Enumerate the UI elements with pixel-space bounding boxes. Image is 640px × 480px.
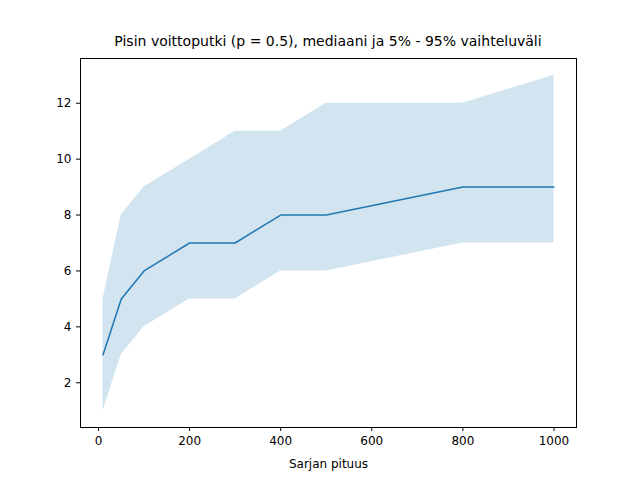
- svg-text:6: 6: [64, 264, 72, 278]
- svg-text:800: 800: [451, 434, 474, 448]
- svg-text:400: 400: [269, 434, 292, 448]
- svg-text:12: 12: [56, 96, 71, 110]
- svg-text:10: 10: [56, 152, 71, 166]
- svg-text:Sarjan pituus: Sarjan pituus: [289, 457, 368, 471]
- html-text:Pisin voittoputki (p = 0.5), m: Pisin voittoputki (p = 0.5), mediaani ja…: [114, 33, 542, 49]
- svg-text:2: 2: [64, 376, 72, 390]
- svg-text:0: 0: [95, 434, 103, 448]
- svg-text:200: 200: [178, 434, 201, 448]
- svg-text:1000: 1000: [539, 434, 570, 448]
- svg-text:4: 4: [64, 320, 72, 334]
- svg-text:600: 600: [360, 434, 383, 448]
- svg-text:8: 8: [64, 208, 72, 222]
